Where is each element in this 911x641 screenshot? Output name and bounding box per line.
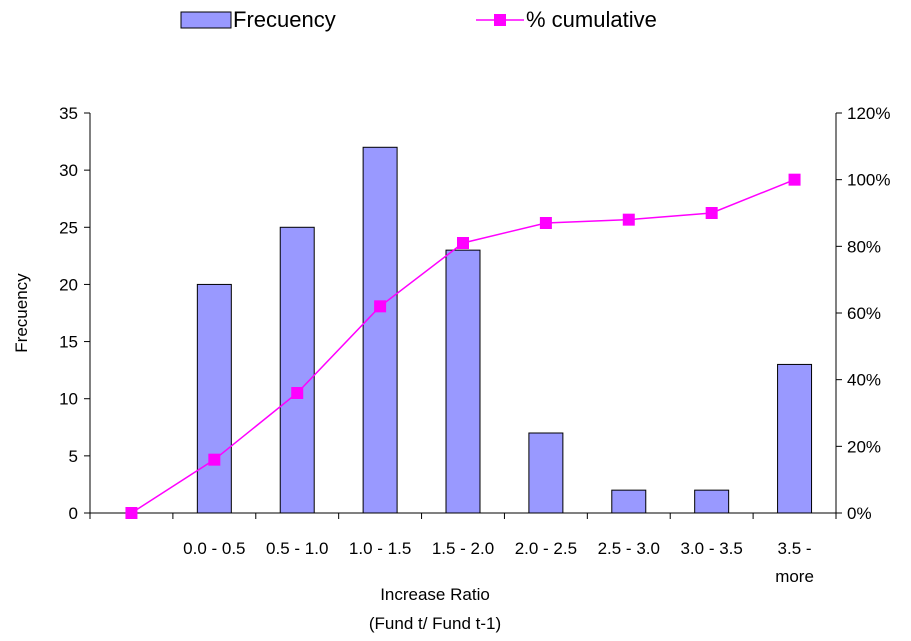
legend-label-frecuency: Frecuency [233, 7, 336, 32]
y-tick-label: 20 [59, 275, 78, 294]
cumulative-point [539, 217, 552, 229]
y-tick-label: 10 [59, 390, 78, 409]
y-tick-label: 25 [59, 218, 78, 237]
cumulative-point [291, 387, 304, 399]
legend-swatch-bar [180, 11, 232, 29]
legend-marker-cumulative [494, 14, 506, 26]
x-tick-label: 3.0 - 3.5 [680, 539, 742, 558]
y2-tick-label: 40% [847, 371, 881, 390]
y-tick-label: 35 [59, 104, 78, 123]
bar [694, 489, 730, 514]
y-tick-label: 30 [59, 161, 78, 180]
x-tick-label: more [775, 567, 814, 586]
x-tick-label: 2.0 - 2.5 [515, 539, 577, 558]
y-ticks-left: 0 5 10 15 20 25 30 35 [59, 104, 90, 523]
bar [362, 146, 398, 514]
y2-tick-label: 100% [847, 171, 890, 190]
bar [445, 249, 481, 514]
cumulative-point [374, 300, 387, 313]
cumulative-point [705, 207, 718, 219]
bar [279, 226, 315, 514]
y-tick-label: 15 [59, 333, 78, 352]
y-axis-label: Frecuency [12, 273, 31, 353]
bar [196, 283, 232, 514]
x-tick-label: 1.0 - 1.5 [349, 539, 411, 558]
cumulative-point [788, 173, 801, 186]
line-series [125, 173, 801, 519]
cumulative-point [622, 213, 635, 226]
x-tick-label: 3.5 - [778, 539, 812, 558]
legend: Frecuency % cumulative [180, 7, 657, 32]
cumulative-point [125, 507, 138, 519]
y-tick-label: 5 [69, 447, 78, 466]
y2-tick-label: 60% [847, 304, 881, 323]
y-tick-label: 0 [69, 504, 78, 523]
x-tick-label: 0.0 - 0.5 [183, 539, 245, 558]
cumulative-point [457, 237, 469, 249]
y2-tick-label: 80% [847, 237, 881, 256]
y2-tick-label: 20% [847, 437, 881, 456]
x-ticks: 0.0 - 0.5 0.5 - 1.0 1.0 - 1.5 1.5 - 2.0 2.0 … [89, 513, 837, 586]
y-ticks-right: 0% 20% 40% 60% 80% 100% 120% [836, 104, 890, 523]
y2-tick-label: 0% [847, 504, 872, 523]
cumulative-point [208, 453, 221, 466]
bar [528, 432, 564, 514]
x-tick-label: 2.5 - 3.0 [598, 539, 660, 558]
bar [777, 363, 813, 514]
x-axis-label-line2: (Fund t/ Fund t-1) [369, 614, 501, 633]
x-axis-label-line1: Increase Ratio [380, 585, 490, 604]
legend-label-cumulative: % cumulative [526, 7, 657, 32]
bar-series [196, 146, 813, 514]
bar [611, 489, 647, 514]
x-tick-label: 1.5 - 2.0 [432, 539, 494, 558]
y2-tick-label: 120% [847, 104, 890, 123]
x-tick-label: 0.5 - 1.0 [266, 539, 328, 558]
